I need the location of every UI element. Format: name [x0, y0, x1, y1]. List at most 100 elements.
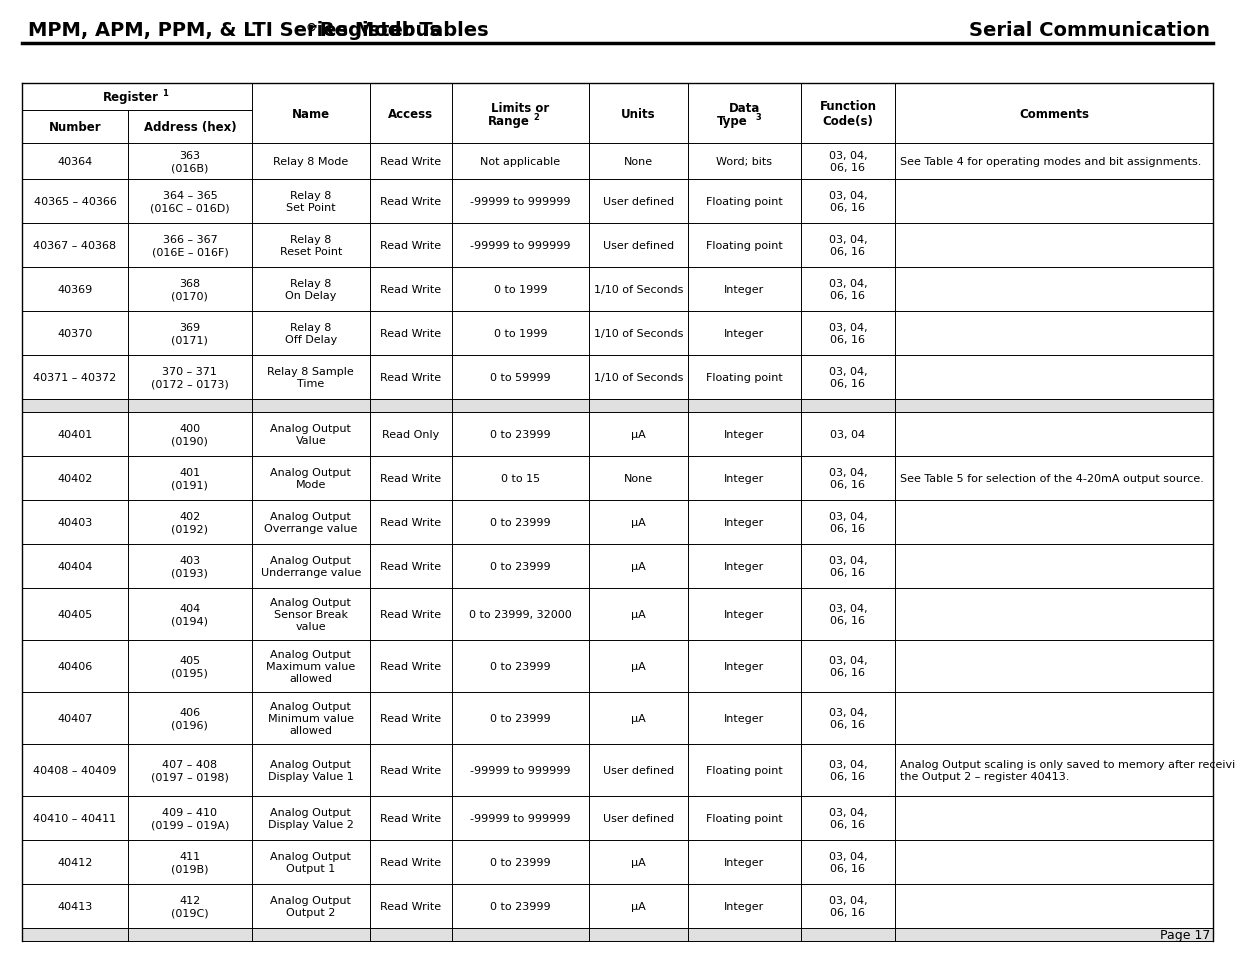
Text: None: None — [624, 474, 653, 483]
Text: -99999 to 999999: -99999 to 999999 — [471, 196, 571, 207]
Text: Function
Code(s): Function Code(s) — [820, 99, 877, 129]
Text: μA: μA — [631, 517, 646, 527]
Text: Integer: Integer — [724, 661, 764, 671]
Text: Register: Register — [103, 91, 159, 104]
Text: 03, 04,
06, 16: 03, 04, 06, 16 — [829, 467, 867, 490]
Text: Not applicable: Not applicable — [480, 157, 561, 167]
Text: 363
(016B): 363 (016B) — [172, 151, 209, 173]
Text: Read Write: Read Write — [380, 474, 441, 483]
Text: Floating point: Floating point — [706, 813, 783, 823]
Text: 40403: 40403 — [57, 517, 93, 527]
Bar — [22, 928, 1213, 941]
Text: Integer: Integer — [724, 430, 764, 439]
Text: 0 to 23999: 0 to 23999 — [490, 857, 551, 867]
Text: Read Write: Read Write — [380, 373, 441, 382]
Text: 366 – 367
(016E – 016F): 366 – 367 (016E – 016F) — [152, 234, 228, 257]
Bar — [22, 399, 1213, 413]
Text: Relay 8 Mode: Relay 8 Mode — [273, 157, 348, 167]
Text: Floating point: Floating point — [706, 241, 783, 251]
Text: μA: μA — [631, 430, 646, 439]
Text: 03, 04: 03, 04 — [830, 430, 866, 439]
Text: 407 – 408
(0197 – 0198): 407 – 408 (0197 – 0198) — [151, 759, 228, 781]
Text: 03, 04,
06, 16: 03, 04, 06, 16 — [829, 759, 867, 781]
Text: 0 to 23999: 0 to 23999 — [490, 901, 551, 911]
Text: μA: μA — [631, 713, 646, 723]
Text: 400
(0190): 400 (0190) — [172, 423, 209, 446]
Text: 40371 – 40372: 40371 – 40372 — [33, 373, 116, 382]
Text: μA: μA — [631, 609, 646, 619]
Text: 1: 1 — [162, 89, 168, 98]
Text: Read Write: Read Write — [380, 241, 441, 251]
Text: 03, 04,
06, 16: 03, 04, 06, 16 — [829, 707, 867, 729]
Text: 411
(019B): 411 (019B) — [172, 851, 209, 873]
Text: Analog Output
Output 2: Analog Output Output 2 — [270, 895, 351, 917]
Text: Page 17: Page 17 — [1160, 928, 1210, 941]
Text: Read Only: Read Only — [383, 430, 440, 439]
Text: 40401: 40401 — [57, 430, 93, 439]
Text: 0 to 23999: 0 to 23999 — [490, 661, 551, 671]
Text: 0 to 23999: 0 to 23999 — [490, 430, 551, 439]
Text: 40369: 40369 — [57, 285, 93, 294]
Text: 40413: 40413 — [57, 901, 93, 911]
Text: Read Write: Read Write — [380, 157, 441, 167]
Text: 40402: 40402 — [57, 474, 93, 483]
Text: 405
(0195): 405 (0195) — [172, 655, 209, 678]
Text: 403
(0193): 403 (0193) — [172, 556, 209, 578]
Text: 03, 04,
06, 16: 03, 04, 06, 16 — [829, 807, 867, 829]
Text: 2: 2 — [534, 112, 540, 121]
Text: 0 to 23999: 0 to 23999 — [490, 561, 551, 572]
Text: Relay 8 Sample
Time: Relay 8 Sample Time — [268, 366, 354, 389]
Text: Analog Output
Underrange value: Analog Output Underrange value — [261, 556, 361, 578]
Text: Range: Range — [488, 114, 530, 128]
Text: 404
(0194): 404 (0194) — [172, 603, 209, 625]
Text: Read Write: Read Write — [380, 713, 441, 723]
Text: MPM, APM, PPM, & LTI Series Modbus: MPM, APM, PPM, & LTI Series Modbus — [28, 21, 441, 40]
Text: 368
(0170): 368 (0170) — [172, 278, 209, 301]
Text: Read Write: Read Write — [380, 329, 441, 338]
Text: 03, 04,
06, 16: 03, 04, 06, 16 — [829, 895, 867, 917]
Text: 1/10 of Seconds: 1/10 of Seconds — [594, 285, 683, 294]
Text: 03, 04,
06, 16: 03, 04, 06, 16 — [829, 851, 867, 873]
Text: 40412: 40412 — [57, 857, 93, 867]
Text: Relay 8
On Delay: Relay 8 On Delay — [285, 278, 336, 301]
Text: 03, 04,
06, 16: 03, 04, 06, 16 — [829, 511, 867, 534]
Text: 0 to 23999: 0 to 23999 — [490, 713, 551, 723]
Text: Analog Output
Display Value 2: Analog Output Display Value 2 — [268, 807, 353, 829]
Text: See Table 4 for operating modes and bit assignments.: See Table 4 for operating modes and bit … — [900, 157, 1202, 167]
Text: Limits or: Limits or — [492, 102, 550, 115]
Text: Serial Communication: Serial Communication — [969, 21, 1210, 40]
Text: 03, 04,
06, 16: 03, 04, 06, 16 — [829, 151, 867, 173]
Text: Analog Output
Minimum value
allowed: Analog Output Minimum value allowed — [268, 700, 353, 736]
Text: 406
(0196): 406 (0196) — [172, 707, 209, 729]
Text: Address (hex): Address (hex) — [143, 121, 236, 133]
Text: -99999 to 999999: -99999 to 999999 — [471, 765, 571, 775]
Text: 40365 – 40366: 40365 – 40366 — [33, 196, 116, 207]
Text: 03, 04,
06, 16: 03, 04, 06, 16 — [829, 603, 867, 625]
Text: ®: ® — [305, 23, 316, 33]
Text: 40364: 40364 — [57, 157, 93, 167]
Text: μA: μA — [631, 857, 646, 867]
Text: 0 to 15: 0 to 15 — [501, 474, 540, 483]
Text: Integer: Integer — [724, 561, 764, 572]
Text: 401
(0191): 401 (0191) — [172, 467, 209, 490]
Text: Analog Output
Value: Analog Output Value — [270, 423, 351, 446]
Text: Read Write: Read Write — [380, 609, 441, 619]
Text: Type: Type — [718, 114, 747, 128]
Text: Read Write: Read Write — [380, 857, 441, 867]
Text: User defined: User defined — [603, 813, 674, 823]
Text: Read Write: Read Write — [380, 813, 441, 823]
Text: See Table 5 for selection of the 4-20mA output source.: See Table 5 for selection of the 4-20mA … — [900, 474, 1204, 483]
Text: 0 to 23999, 32000: 0 to 23999, 32000 — [469, 609, 572, 619]
Text: Integer: Integer — [724, 517, 764, 527]
Text: Relay 8
Reset Point: Relay 8 Reset Point — [279, 234, 342, 257]
Text: 03, 04,
06, 16: 03, 04, 06, 16 — [829, 322, 867, 345]
Text: Integer: Integer — [724, 713, 764, 723]
Text: 369
(0171): 369 (0171) — [172, 322, 209, 345]
Text: Integer: Integer — [724, 857, 764, 867]
Text: User defined: User defined — [603, 241, 674, 251]
Text: μA: μA — [631, 661, 646, 671]
Text: Name: Name — [291, 108, 330, 120]
Text: Relay 8
Off Delay: Relay 8 Off Delay — [285, 322, 337, 345]
Text: 0 to 1999: 0 to 1999 — [494, 285, 547, 294]
Text: -99999 to 999999: -99999 to 999999 — [471, 813, 571, 823]
